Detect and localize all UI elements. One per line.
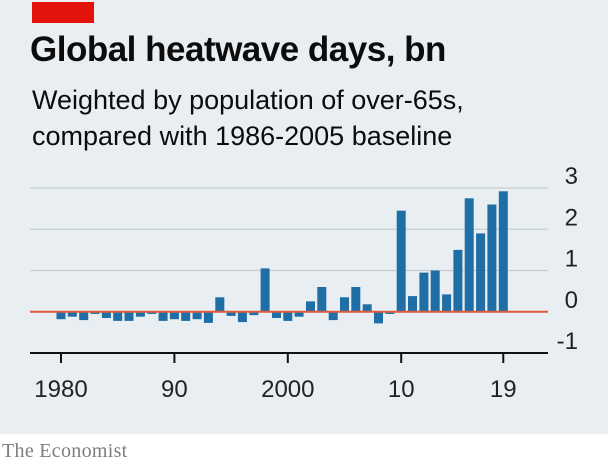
bar-2019	[498, 191, 508, 312]
bar-1982	[79, 311, 89, 321]
bar-2005	[340, 297, 349, 312]
bar-2015	[453, 249, 463, 312]
bar-1987	[135, 311, 145, 317]
bar-1988	[147, 311, 157, 314]
bar-1989	[158, 311, 168, 321]
bar-1999	[272, 311, 281, 318]
bar-2016	[464, 198, 474, 312]
bar-2001	[294, 311, 304, 317]
bar-1995	[226, 311, 236, 316]
bar-1991	[181, 311, 191, 321]
y-tick-label: 1	[565, 246, 578, 273]
source-credit: The Economist	[2, 440, 128, 462]
bar-1997	[249, 311, 259, 316]
bar-2006	[351, 287, 361, 312]
axes	[30, 310, 548, 363]
bar-1984	[101, 311, 111, 318]
chart-subtitle: Weighted by population of over-65s, comp…	[32, 82, 592, 154]
bar-1994	[215, 297, 225, 312]
y-tick-label: 0	[565, 287, 578, 314]
x-tick-label: 90	[161, 376, 188, 403]
bar-2008	[374, 311, 383, 324]
y-tick-label: 3	[565, 163, 578, 190]
x-tick-label: 2000	[261, 376, 314, 403]
x-tick-label: 1980	[34, 376, 87, 403]
bar-2003	[317, 287, 327, 312]
bar-1981	[67, 311, 77, 317]
bar-2004	[328, 311, 338, 321]
bar-2014	[442, 294, 452, 312]
bar-1996	[237, 311, 247, 323]
bar-1992	[192, 311, 202, 320]
bar-1993	[203, 311, 213, 323]
bar-1985	[113, 311, 123, 321]
bar-1980	[56, 311, 66, 320]
bar-2007	[362, 304, 372, 312]
chart-title: Global heatwave days, bn	[30, 30, 446, 69]
brand-tag	[32, 2, 94, 23]
bar-1998	[260, 268, 270, 312]
bar-2009	[385, 311, 395, 314]
bar-2011	[408, 296, 417, 312]
bar-2000	[283, 311, 293, 321]
bars	[56, 191, 508, 324]
bar-2013	[430, 270, 440, 312]
bar-2002	[306, 301, 315, 312]
bar-1986	[124, 311, 134, 321]
y-tick-label: 2	[565, 204, 578, 231]
x-tick-label: 10	[388, 376, 415, 403]
bar-2010	[396, 210, 406, 312]
y-tick-label: -1	[557, 328, 578, 355]
bar-2012	[419, 272, 429, 312]
bar-2018	[487, 204, 497, 312]
subtitle-line-1: Weighted by population of over-65s,	[32, 85, 464, 115]
bar-2017	[476, 233, 486, 312]
bar-1990	[169, 311, 179, 320]
subtitle-line-2: compared with 1986-2005 baseline	[32, 121, 453, 151]
bar-1983	[90, 311, 100, 314]
x-tick-label: 19	[490, 376, 517, 403]
